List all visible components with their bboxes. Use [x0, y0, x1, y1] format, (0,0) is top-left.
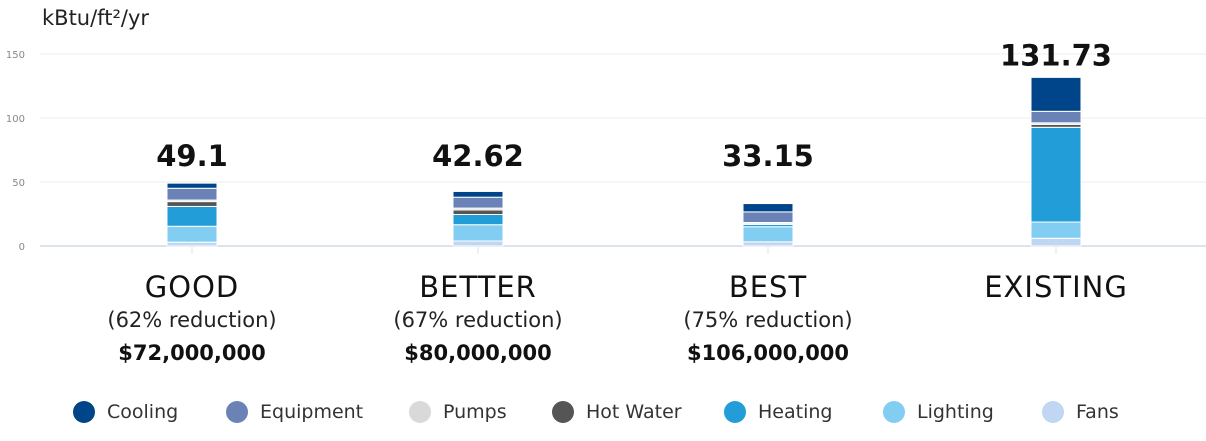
bar-segment-lighting — [1030, 221, 1082, 239]
bar-segment-fans — [1030, 237, 1082, 247]
bar-segment-heating — [452, 213, 504, 226]
category-label-group: EXISTING — [926, 270, 1186, 308]
legend-item[interactable]: Hot Water — [552, 401, 682, 423]
legend-item[interactable]: Equipment — [226, 401, 363, 423]
total-value-label: 33.15 — [722, 139, 814, 173]
category-name: EXISTING — [984, 270, 1128, 304]
bar-segment-fans — [166, 241, 218, 247]
category-name: BEST — [728, 270, 808, 304]
cost-label: $106,000,000 — [686, 341, 850, 365]
legend-dot-icon — [73, 401, 95, 423]
bar-segment-cooling — [452, 190, 504, 198]
category-label-group: BETTER (67% reduction) $80,000,000 — [348, 270, 608, 368]
legend-item[interactable]: Heating — [724, 401, 832, 423]
category-name: GOOD — [144, 270, 240, 304]
category-label-group: BEST (75% reduction) $106,000,000 — [638, 270, 898, 368]
bar-segment-fans — [452, 240, 504, 247]
total-value-label: 49.1 — [156, 139, 228, 173]
legend-item[interactable]: Fans — [1042, 401, 1119, 423]
y-tick-label: 100 — [6, 114, 25, 125]
reduction-label: (75% reduction) — [683, 308, 853, 332]
bar-segment-lighting — [166, 225, 218, 243]
legend-label: Fans — [1076, 401, 1119, 423]
bar-segment-heating — [1030, 126, 1082, 223]
legend: Cooling Equipment Pumps Hot Water Heating Lig… — [0, 401, 1206, 429]
bar-segment-heating — [166, 205, 218, 227]
legend-dot-icon — [1042, 401, 1064, 423]
bar-segment-equipment — [166, 187, 218, 201]
legend-dot-icon — [883, 401, 905, 423]
legend-dot-icon — [552, 401, 574, 423]
bar-segment-equipment — [742, 211, 794, 224]
chart-plot: 0 50 100 150 49.1 42.62 33.15 131.73 — [6, 38, 1206, 254]
legend-item[interactable]: Lighting — [883, 401, 994, 423]
legend-label: Cooling — [107, 401, 179, 423]
bar-segment-equipment — [452, 196, 504, 209]
legend-label: Hot Water — [586, 401, 682, 423]
legend-item[interactable]: Cooling — [73, 401, 178, 423]
legend-dot-icon — [409, 401, 431, 423]
legend-label: Pumps — [443, 401, 507, 423]
bar-segment-hot-water — [452, 209, 504, 215]
bar-segment-lighting — [742, 226, 794, 243]
y-tick-label: 150 — [6, 50, 25, 61]
bar-segment-cooling — [166, 182, 218, 189]
total-value-label: 42.62 — [432, 139, 524, 173]
reduction-label: (62% reduction) — [107, 308, 277, 332]
bar-segment-lighting — [452, 224, 504, 242]
bar-segment-fans — [742, 241, 794, 247]
bar-segment-equipment — [1030, 110, 1082, 124]
total-value-label: 131.73 — [1000, 38, 1112, 72]
bar-segment-hot-water — [166, 201, 218, 207]
legend-label: Heating — [758, 401, 833, 423]
y-tick-label: 0 — [19, 242, 25, 253]
legend-dot-icon — [724, 401, 746, 423]
category-name: BETTER — [419, 270, 537, 304]
legend-label: Lighting — [917, 401, 994, 423]
cost-label: $72,000,000 — [118, 341, 266, 365]
bar-segment-cooling — [1030, 76, 1082, 112]
legend-label: Equipment — [260, 401, 364, 423]
reduction-label: (67% reduction) — [393, 308, 563, 332]
cost-label: $80,000,000 — [404, 341, 552, 365]
y-tick-label: 50 — [12, 178, 25, 189]
legend-item[interactable]: Pumps — [409, 401, 507, 423]
y-axis-unit-label: kBtu/ft²/yr — [42, 6, 149, 30]
category-label-group: GOOD (62% reduction) $72,000,000 — [62, 270, 322, 368]
bar-segment-cooling — [742, 203, 794, 213]
legend-dot-icon — [226, 401, 248, 423]
